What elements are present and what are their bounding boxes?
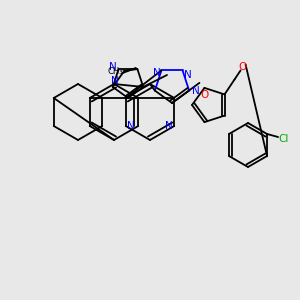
Text: Cl: Cl xyxy=(279,134,289,144)
Text: N: N xyxy=(109,62,116,72)
Text: N: N xyxy=(192,85,200,96)
Text: N: N xyxy=(165,121,173,131)
Text: CH₃: CH₃ xyxy=(108,67,123,76)
Text: N: N xyxy=(111,76,119,86)
Text: N: N xyxy=(184,70,191,80)
Text: O: O xyxy=(200,90,208,100)
Text: O: O xyxy=(238,62,247,72)
Text: N: N xyxy=(152,68,160,78)
Text: N: N xyxy=(127,121,135,131)
